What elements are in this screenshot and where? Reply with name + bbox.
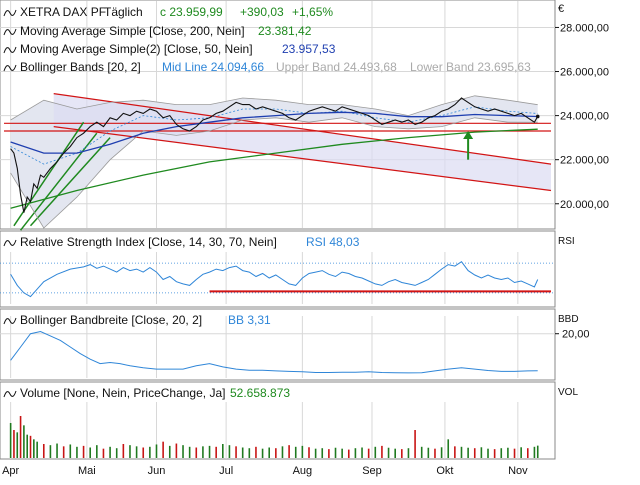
price-tick-label: 22.000,00 [560, 155, 609, 167]
rsi-legend: Relative Strength Index [Close, 14, 30, … [3, 235, 360, 249]
legend-rsi-label: Relative Strength Index [Close, 14, 30, … [20, 235, 277, 249]
legend-glyph-icon [3, 317, 17, 325]
price-line [10, 97, 539, 213]
rsi-axis-tag: RSI [558, 236, 575, 247]
month-label: Sep [362, 465, 382, 477]
legend-glyph-icon [3, 28, 17, 36]
price-tick-label: 26.000,00 [560, 67, 609, 79]
legend-ma200-value: 23.381,42 [258, 24, 312, 38]
legend-glyph-icon [3, 239, 17, 247]
legend-bb-mid: Mid Line 24.094,66 [162, 60, 264, 74]
volume-panel [0, 381, 556, 460]
legend-bbw-value: BB 3,31 [228, 313, 271, 327]
month-label: Jul [219, 465, 233, 477]
legend-ma50-label: Moving Average Simple(2) [Close, 50, Nei… [20, 42, 253, 56]
legend-price-change: +390,03 [240, 5, 284, 19]
legend-rsi-value: RSI 48,03 [306, 235, 360, 249]
legend-glyph-icon [3, 46, 17, 54]
legend-bb-label: Bollinger Bands [20, 2] [20, 60, 141, 74]
bbw-tick-label: 20,00 [562, 329, 590, 341]
month-label: Jun [148, 465, 166, 477]
ma200-line [10, 128, 538, 209]
price-tick-label: 28.000,00 [560, 22, 609, 34]
price-tick-label: 20.000,00 [560, 199, 609, 211]
rising-trendline [13, 121, 85, 227]
axis-ticks: Apr Mai Jun Jul Aug Sep Okt Nov 28.000,00 26.000,… [2, 22, 609, 477]
rsi-panel [0, 230, 556, 308]
month-label: Aug [293, 465, 313, 477]
month-label: Nov [508, 465, 528, 477]
legend-price-close: c 23.959,99 [160, 5, 223, 19]
bbw-legend: Bollinger Bandbreite [Close, 20, 2] BB 3… [3, 313, 271, 327]
legend-vol-label: Volume [None, Nein, PriceChange, Ja] [20, 386, 225, 400]
legend-price-label: XETRA DAX PF [20, 5, 106, 19]
last-price-marker [535, 114, 540, 119]
legend-bbw-label: Bollinger Bandbreite [Close, 20, 2] [20, 313, 202, 327]
legend-ma50-value: 23.957,53 [282, 42, 336, 56]
legend-glyph-icon [3, 64, 17, 72]
legend-ma200-label: Moving Average Simple [Close, 200, Nein] [20, 24, 245, 38]
legend-bb-lower: Lower Band 23.695,63 [410, 60, 531, 74]
volume-bars [9, 416, 539, 458]
chart-frame [0, 0, 556, 460]
band-fills [10, 93, 551, 228]
month-label: Okt [436, 465, 453, 477]
bbw-axis-tag: BBD [558, 314, 579, 325]
legend-bb-upper: Upper Band 24.493,68 [276, 60, 397, 74]
rising-trendline [29, 137, 111, 227]
volume-legend: Volume [None, Nein, PriceChange, Ja] 52.… [3, 386, 290, 400]
trend-channel-fill [53, 93, 551, 191]
legend-price-change-pct: +1,65% [292, 5, 333, 19]
legend-glyph-icon [3, 9, 17, 17]
rsi-line [10, 261, 539, 298]
legend-price-period: Täglich [104, 5, 143, 19]
bbw-line [10, 330, 538, 374]
rising-trendline [20, 132, 98, 231]
ma50-line [10, 111, 538, 154]
annotation-arrow-head-icon [463, 131, 474, 140]
month-label: Mai [78, 465, 96, 477]
volume-axis-tag: VOL [558, 387, 578, 398]
currency-label: € [558, 3, 564, 15]
legend-glyph-icon [3, 390, 17, 398]
month-label: Apr [2, 465, 19, 477]
price-legend: XETRA DAX PF Täglich c 23.959,99 +390,03… [3, 5, 531, 74]
price-tick-label: 24.000,00 [560, 111, 609, 123]
bollinger-lower-line [10, 117, 538, 229]
series-lines [4, 93, 552, 374]
legend-vol-value: 52.658.873 [230, 386, 290, 400]
bollinger-upper-line [10, 95, 538, 121]
